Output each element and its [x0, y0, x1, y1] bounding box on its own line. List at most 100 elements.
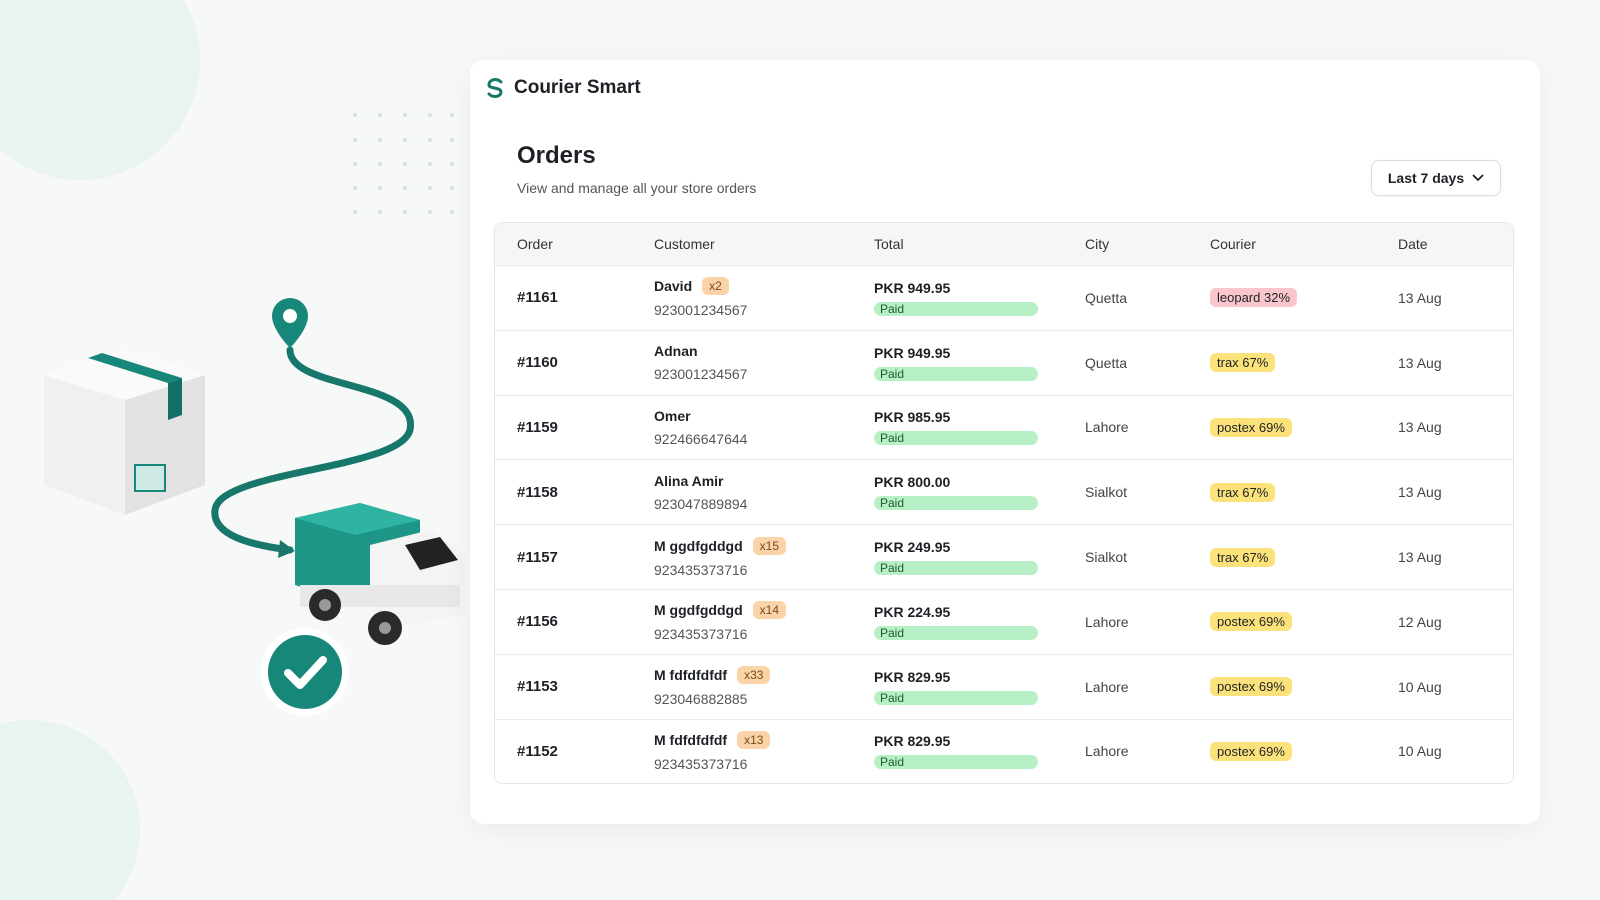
customer-line: M ggdfgddgd x15	[654, 536, 874, 555]
customer-name: M fdfdfdfdf	[654, 731, 728, 748]
customer-cell: M ggdfgddgd x14 923435373716	[654, 601, 874, 642]
order-row[interactable]: #1152 M fdfdfdfdf x13 923435373716 PKR 829.9…	[495, 718, 1513, 784]
order-count-badge: x15	[752, 536, 786, 555]
order-id: #1157	[517, 548, 558, 566]
city: Lahore	[1085, 678, 1129, 695]
order-count-badge: x14	[752, 601, 786, 620]
customer-phone: 923435373716	[654, 561, 748, 578]
date-filter[interactable]: Last 7 days	[1371, 160, 1501, 196]
customer-cell: Omer 922466647644	[654, 408, 874, 447]
order-row[interactable]: #1156 M ggdfgddgd x14 923435373716 PKR 224.9…	[495, 588, 1513, 654]
order-id: #1152	[517, 742, 558, 760]
customer-line: Adnan	[654, 343, 874, 359]
customer-phone: 923046882885	[654, 691, 748, 708]
page-subtitle: View and manage all your store orders	[517, 180, 757, 196]
order-date: 12 Aug	[1398, 613, 1442, 630]
customer-line: M ggdfgddgd x14	[654, 601, 874, 620]
column-header: Date	[1398, 236, 1428, 252]
customer-name: David	[654, 278, 693, 295]
order-row[interactable]: #1161 David x2 923001234567 PKR 949.95 Paid Qu…	[495, 265, 1513, 330]
order-date: 13 Aug	[1398, 289, 1442, 306]
order-total: PKR 829.95	[874, 733, 951, 750]
payment-status: Paid	[874, 366, 1038, 381]
order-id: #1161	[517, 289, 558, 307]
total-cell: PKR 949.95 Paid	[874, 345, 1085, 381]
customer-name: Omer	[654, 407, 691, 424]
city: Sialkot	[1085, 484, 1128, 501]
customer-line: Omer	[654, 408, 874, 424]
truck	[295, 503, 465, 645]
courier-cell: trax 67%	[1210, 482, 1398, 502]
courier-cell: trax 67%	[1210, 353, 1398, 373]
order-date: 13 Aug	[1398, 484, 1442, 501]
check-badge	[261, 628, 349, 716]
customer-line: M fdfdfdfdf x13	[654, 730, 874, 749]
customer-phone: 923435373716	[654, 626, 748, 643]
order-row[interactable]: #1157 M ggdfgddgd x15 923435373716 PKR 249.9…	[495, 524, 1513, 589]
route-arrow	[278, 540, 295, 558]
customer-phone: 923001234567	[654, 366, 748, 383]
customer-phone: 923435373716	[654, 755, 748, 772]
courier-chip: postex 69%	[1210, 417, 1292, 437]
customer-cell: Adnan 923001234567	[654, 343, 874, 382]
illustration	[0, 0, 465, 900]
column-header: Customer	[654, 236, 715, 252]
courier-chip: postex 69%	[1210, 677, 1292, 697]
order-row[interactable]: #1159 Omer 922466647644 PKR 985.95 Paid Lahor…	[495, 394, 1513, 460]
page-title: Orders	[517, 142, 596, 169]
bg-circle	[0, 720, 140, 900]
courier-cell: leopard 32%	[1210, 288, 1398, 308]
order-id: #1158	[517, 483, 558, 501]
order-total: PKR 800.00	[874, 474, 951, 491]
customer-name: M ggdfgddgd	[654, 602, 743, 619]
app-name: Courier Smart	[514, 77, 641, 98]
city: Lahore	[1085, 743, 1129, 760]
order-count-badge: x13	[737, 730, 771, 749]
customer-name: Alina Amir	[654, 472, 724, 489]
order-id: #1159	[517, 418, 558, 436]
order-date: 13 Aug	[1398, 354, 1442, 371]
city: Sialkot	[1085, 549, 1128, 566]
order-total: PKR 985.95	[874, 409, 951, 426]
courier-cell: trax 67%	[1210, 547, 1398, 567]
order-id: #1156	[517, 613, 558, 631]
order-total: PKR 249.95	[874, 539, 951, 556]
total-cell: PKR 985.95 Paid	[874, 409, 1085, 446]
city: Quetta	[1085, 354, 1128, 371]
city: Quetta	[1085, 289, 1128, 306]
order-id: #1153	[517, 678, 558, 696]
payment-status: Paid	[874, 625, 1038, 640]
customer-line: M fdfdfdfdf x33	[654, 666, 874, 685]
courier-chip: trax 67%	[1210, 353, 1276, 373]
map-pin	[272, 298, 308, 348]
bg-circle	[0, 0, 200, 180]
customer-name: Adnan	[654, 343, 698, 360]
customer-name: M ggdfgddgd	[654, 537, 743, 554]
courier-cell: postex 69%	[1210, 612, 1398, 632]
courier-cell: postex 69%	[1210, 417, 1398, 437]
total-cell: PKR 829.95 Paid	[874, 669, 1085, 705]
customer-phone: 923001234567	[654, 302, 748, 319]
order-row[interactable]: #1160 Adnan 923001234567 PKR 949.95 Paid Quet…	[495, 329, 1513, 395]
customer-name: M fdfdfdfdf	[654, 667, 728, 684]
payment-status: Paid	[874, 561, 1038, 576]
courier-chip: trax 67%	[1210, 547, 1276, 567]
dot-grid	[353, 113, 454, 214]
customer-phone: 923047889894	[654, 495, 748, 512]
order-total: PKR 949.95	[874, 344, 951, 361]
order-count-badge: x33	[737, 666, 771, 685]
order-row[interactable]: #1153 M fdfdfdfdf x33 923046882885 PKR 829.9…	[495, 653, 1513, 719]
table-header: Order Customer Total City Courier Date	[495, 223, 1513, 265]
customer-cell: M fdfdfdfdf x13 923435373716	[654, 730, 874, 772]
order-total: PKR 829.95	[874, 668, 951, 685]
order-row[interactable]: #1158 Alina Amir 923047889894 PKR 800.00 Pai…	[495, 459, 1513, 524]
order-total: PKR 224.95	[874, 603, 951, 620]
orders-table: Order Customer Total City Courier Date #1161 D…	[494, 222, 1514, 785]
payment-status: Paid	[874, 431, 1038, 446]
courier-chip: postex 69%	[1210, 741, 1292, 761]
order-date: 10 Aug	[1398, 743, 1442, 760]
date-filter-label: Last 7 days	[1387, 170, 1465, 186]
column-header: Order	[517, 236, 553, 252]
